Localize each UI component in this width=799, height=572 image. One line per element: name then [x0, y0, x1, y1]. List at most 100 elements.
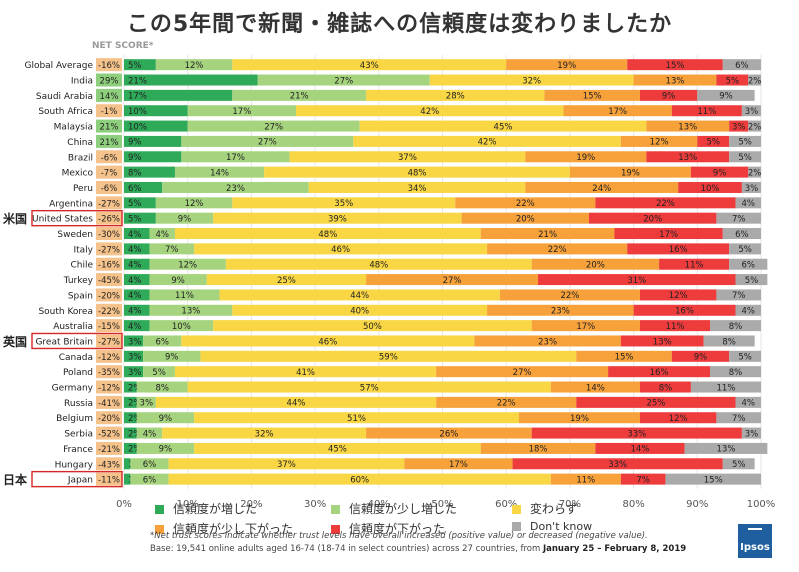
bar-segment: [124, 427, 137, 439]
category-label: Great Britain: [35, 337, 93, 347]
bar-segment: [531, 258, 660, 270]
category-label: France: [63, 445, 93, 455]
net-score-cell: [96, 426, 122, 440]
bar-segment: [633, 304, 736, 316]
legend-dont-know: Don't know: [512, 520, 592, 534]
bar-segment: [703, 335, 755, 347]
net-score-cell: [96, 104, 122, 118]
bar-segment: [595, 442, 685, 454]
legend-label: 信頼度が少し下がった: [173, 522, 294, 536]
bar-segment: [124, 59, 156, 71]
bar-segment: [264, 166, 570, 178]
data-label: 9%: [165, 353, 179, 363]
legend-swatch: [155, 525, 164, 534]
data-label: 16%: [650, 368, 669, 378]
net-score-value: -27%: [98, 245, 120, 255]
data-label: 3%: [128, 353, 142, 363]
data-label: 10%: [172, 322, 191, 332]
data-label: 23%: [551, 307, 570, 317]
data-label: 19%: [621, 168, 640, 178]
data-label: 42%: [478, 138, 497, 148]
bar-segment: [187, 381, 551, 393]
bar-segment: [512, 458, 723, 470]
category-label: Saudi Arabia: [36, 92, 93, 102]
data-label: 6%: [128, 184, 142, 194]
bar-segment: [404, 458, 513, 470]
data-label: 20%: [643, 214, 662, 224]
country-tag: 日本: [3, 473, 28, 488]
bar-segment: [608, 366, 711, 378]
bar-segment: [232, 304, 488, 316]
category-label: Japan: [67, 476, 93, 486]
bar-segment: [168, 458, 405, 470]
data-label: 48%: [408, 168, 427, 178]
data-label: 2%: [748, 76, 762, 86]
data-label: 5%: [128, 214, 142, 224]
data-label: 16%: [675, 307, 694, 317]
bar-segment: [474, 335, 621, 347]
data-label: 41%: [296, 368, 315, 378]
data-label: 6%: [143, 475, 157, 485]
net-score-cell: [96, 441, 122, 455]
data-label: 8%: [155, 383, 169, 393]
data-label: 2%: [128, 445, 142, 455]
bar-segment: [716, 212, 761, 224]
data-label: 4%: [128, 230, 142, 240]
net-score-cell: [96, 119, 122, 133]
data-label: 22%: [560, 291, 579, 301]
legend-swatch: [331, 525, 340, 534]
bar-segment: [684, 442, 768, 454]
data-label: 4%: [128, 276, 142, 286]
x-tick-label: 30%: [304, 499, 326, 510]
bar-segment: [187, 120, 360, 132]
data-label: 5%: [128, 199, 142, 209]
data-label: 22%: [656, 199, 675, 209]
data-label: 12%: [185, 61, 204, 71]
bar-segment: [620, 335, 704, 347]
data-label: 17%: [449, 460, 468, 470]
net-score-cell: [96, 319, 122, 333]
bar-segment: [735, 396, 761, 408]
data-label: 11%: [576, 475, 595, 485]
bar-segment: [487, 243, 628, 255]
category-label: Chile: [70, 261, 93, 271]
bar-segment: [480, 442, 596, 454]
chart-title: この5年間で新聞・雑誌への信頼度は変わりましたか: [126, 12, 673, 37]
net-score-value: 21%: [100, 138, 119, 148]
bar-segment: [716, 412, 761, 424]
bar-segment: [124, 381, 137, 393]
net-score-cell: [96, 150, 122, 164]
category-label: Turkey: [63, 276, 94, 286]
net-score-cell: [96, 472, 122, 486]
data-label: 9%: [171, 276, 185, 286]
bar-segment: [257, 74, 430, 86]
category-label: Australia: [53, 322, 93, 332]
bar-segment: [741, 105, 761, 117]
data-label: 57%: [360, 383, 379, 393]
legend-unchanged: 変わらず: [512, 500, 578, 517]
category-label: United States: [32, 215, 93, 225]
bar-segment: [671, 350, 730, 362]
bar-segment: [124, 396, 137, 408]
data-label: 7%: [732, 414, 746, 424]
net-score-cell: [96, 395, 122, 409]
legend-label: 信頼度が少し増した: [349, 502, 458, 516]
bar-segment: [716, 289, 761, 301]
category-label: Global Average: [24, 61, 93, 71]
bar-segment: [130, 473, 169, 485]
bar-segment: [149, 289, 220, 301]
category-label: China: [67, 138, 93, 148]
bar-segment: [174, 228, 481, 240]
bar-segment: [124, 458, 131, 470]
data-label: 17%: [576, 322, 595, 332]
data-label: 15%: [583, 92, 602, 102]
bar-segment: [124, 228, 150, 240]
highlight-box: [31, 470, 123, 488]
bar-segment: [506, 59, 628, 71]
bar-segment: [735, 274, 768, 286]
net-score-value: -45%: [98, 276, 120, 286]
bar-segment: [200, 350, 577, 362]
net-score-cell: [96, 88, 122, 102]
bar-segment: [181, 135, 354, 147]
data-label: 11%: [717, 383, 736, 393]
